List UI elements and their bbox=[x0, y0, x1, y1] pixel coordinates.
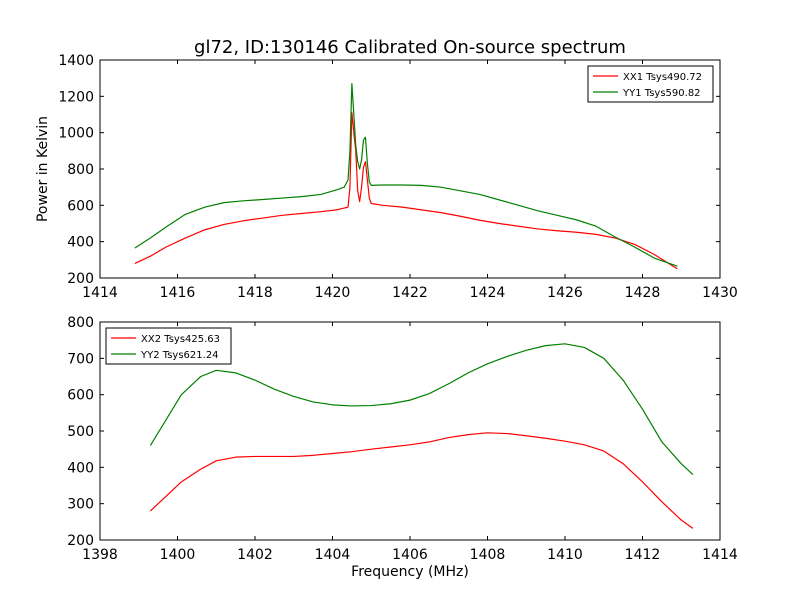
top-x-tick-label: 1420 bbox=[315, 285, 351, 301]
bottom-legend-label-1: XX2 Tsys425.63 bbox=[141, 334, 220, 345]
bottom-y-tick-label: 400 bbox=[67, 460, 94, 476]
bottom-y-tick-label: 300 bbox=[67, 497, 94, 513]
x-axis-label: Frequency (MHz) bbox=[351, 564, 469, 580]
top-y-tick-label: 600 bbox=[67, 198, 94, 214]
bottom-x-tick-label: 1402 bbox=[237, 547, 273, 563]
top-x-tick-label: 1426 bbox=[547, 285, 583, 301]
bottom-x-tick-label: 1408 bbox=[470, 547, 506, 563]
bottom-x-tick-label: 1414 bbox=[702, 547, 738, 563]
top-x-tick-label: 1418 bbox=[237, 285, 273, 301]
top-y-tick-label: 1000 bbox=[58, 126, 94, 142]
top-y-tick-label: 200 bbox=[67, 271, 94, 287]
bottom-series-line-1 bbox=[149, 432, 694, 529]
top-legend-label-2: YY1 Tsys590.82 bbox=[622, 88, 701, 99]
bottom-y-tick-label: 500 bbox=[67, 424, 94, 440]
top-x-tick-label: 1424 bbox=[470, 285, 506, 301]
top-legend-box bbox=[587, 65, 714, 103]
top-series-line-1 bbox=[134, 112, 678, 270]
top-x-tick-label: 1428 bbox=[625, 285, 661, 301]
bottom-y-tick-label: 200 bbox=[67, 533, 94, 549]
top-x-tick-label: 1422 bbox=[392, 285, 428, 301]
bottom-x-tick-label: 1412 bbox=[625, 547, 661, 563]
bottom-x-tick-label: 1410 bbox=[547, 547, 583, 563]
bottom-series-line-2 bbox=[149, 343, 694, 476]
bottom-legend-label-2: YY2 Tsys621.24 bbox=[140, 350, 219, 361]
bottom-y-tick-label: 800 bbox=[67, 315, 94, 331]
top-legend-label-1: XX1 Tsys490.72 bbox=[623, 72, 702, 83]
bottom-x-tick-label: 1404 bbox=[315, 547, 351, 563]
bottom-panel: 1398 1400 1402 1404 1406 1408 1410 1412 1414 200 3… bbox=[67, 315, 738, 563]
top-x-tick-label: 1430 bbox=[702, 285, 738, 301]
top-y-tick-label: 1400 bbox=[58, 53, 94, 69]
top-y-tick-label: 400 bbox=[67, 235, 94, 251]
bottom-y-tick-label: 700 bbox=[67, 351, 94, 367]
bottom-x-tick-label: 1406 bbox=[392, 547, 428, 563]
top-series-line-2 bbox=[134, 83, 678, 267]
y-axis-label: Power in Kelvin bbox=[35, 116, 51, 222]
bottom-legend: XX2 Tsys425.63 YY2 Tsys621.24 bbox=[105, 327, 232, 365]
top-legend: XX1 Tsys490.72 YY1 Tsys590.82 bbox=[587, 65, 714, 103]
bottom-legend-box bbox=[105, 327, 232, 365]
top-y-tick-label: 800 bbox=[67, 162, 94, 178]
top-x-tick-label: 1414 bbox=[82, 285, 118, 301]
bottom-y-tick-label: 600 bbox=[67, 388, 94, 404]
top-panel: 1414 1416 1418 1420 1422 1424 1426 1428 1430 200 4… bbox=[58, 53, 737, 301]
bottom-x-tick-label: 1398 bbox=[82, 547, 118, 563]
chart-title: gl72, ID:130146 Calibrated On-source spe… bbox=[194, 37, 626, 58]
top-x-tick-label: 1416 bbox=[160, 285, 196, 301]
bottom-x-tick-label: 1400 bbox=[160, 547, 196, 563]
top-y-tick-label: 1200 bbox=[58, 89, 94, 105]
